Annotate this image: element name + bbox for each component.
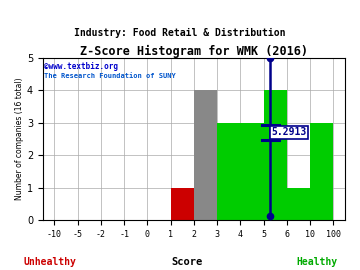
- Text: Unhealthy: Unhealthy: [24, 257, 77, 267]
- Text: Score: Score: [172, 257, 203, 267]
- Bar: [217, 123, 264, 220]
- Text: ©www.textbiz.org: ©www.textbiz.org: [44, 62, 118, 71]
- Bar: [287, 188, 310, 220]
- Bar: [310, 123, 333, 220]
- Text: Industry: Food Retail & Distribution: Industry: Food Retail & Distribution: [74, 28, 286, 38]
- Bar: [194, 90, 217, 220]
- Bar: [171, 188, 194, 220]
- Text: 5.2913: 5.2913: [271, 127, 307, 137]
- Title: Z-Score Histogram for WMK (2016): Z-Score Histogram for WMK (2016): [80, 45, 308, 58]
- Text: The Research Foundation of SUNY: The Research Foundation of SUNY: [44, 73, 176, 79]
- Bar: [264, 90, 287, 220]
- Text: Healthy: Healthy: [296, 257, 337, 267]
- Y-axis label: Number of companies (16 total): Number of companies (16 total): [15, 77, 24, 200]
